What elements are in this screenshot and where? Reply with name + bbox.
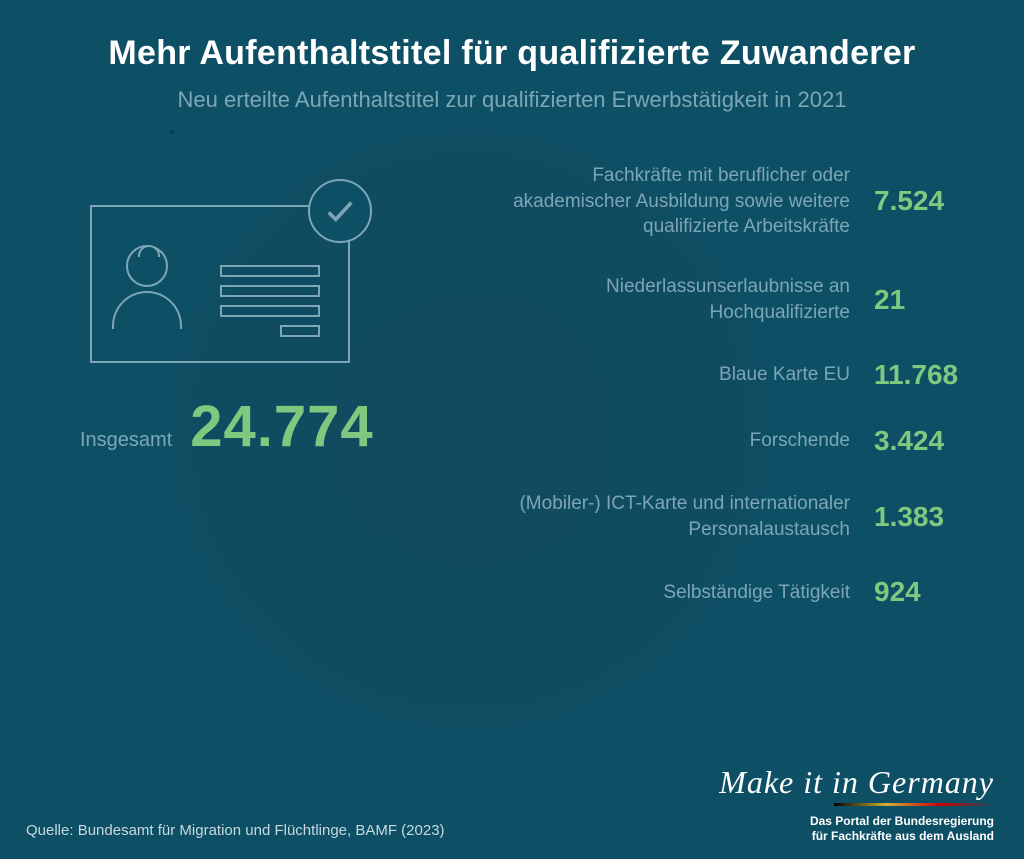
left-panel: Insgesamt 24.774 [80,163,440,642]
list-item: Niederlassunserlaubnisse an Hochqualifiz… [440,274,984,325]
list-item: (Mobiler-) ICT-Karte und internationaler… [440,491,984,542]
main-title: Mehr Aufenthaltstitel für qualifizierte … [0,0,1024,73]
item-label: Fachkräfte mit beruflicher oder akademis… [490,163,850,240]
item-value: 11.768 [874,359,984,391]
total-label: Insgesamt [80,429,172,452]
brand-subline-2: für Fachkräfte aus dem Ausland [719,829,994,845]
list-item: Blaue Karte EU 11.768 [440,359,984,391]
breakdown-list: Fachkräfte mit beruflicher oder akademis… [440,163,984,642]
item-value: 924 [874,576,984,608]
checkmark-circle-icon [308,179,372,243]
brand-block: Make it in Germany Das Portal der Bundes… [719,764,994,845]
card-lines-icon [220,265,320,337]
list-item: Selbständige Tätigkeit 924 [440,576,984,608]
item-label: (Mobiler-) ICT-Karte und internationaler… [490,491,850,542]
item-value: 21 [874,284,984,316]
item-value: 7.524 [874,185,984,217]
item-label: Selbständige Tätigkeit [663,580,850,606]
brand-subline-1: Das Portal der Bundesregierung [719,814,994,830]
total-row: Insgesamt 24.774 [80,393,440,460]
id-card-icon [90,183,360,363]
brand-underline-icon [834,803,994,806]
main-row: Insgesamt 24.774 Fachkräfte mit beruflic… [0,163,1024,642]
source-text: Quelle: Bundesamt für Migration und Flüc… [26,822,445,839]
total-value: 24.774 [190,393,373,460]
item-value: 1.383 [874,501,984,533]
item-label: Niederlassunserlaubnisse an Hochqualifiz… [490,274,850,325]
footer: Quelle: Bundesamt für Migration und Flüc… [0,769,1024,859]
list-item: Fachkräfte mit beruflicher oder akademis… [440,163,984,240]
list-item: Forschende 3.424 [440,425,984,457]
infographic-content: Mehr Aufenthaltstitel für qualifizierte … [0,0,1024,859]
item-value: 3.424 [874,425,984,457]
subtitle: Neu erteilte Aufenthaltstitel zur qualif… [0,87,1024,113]
person-icon [112,245,182,329]
item-label: Forschende [750,428,850,454]
item-label: Blaue Karte EU [719,362,850,388]
brand-logo-text: Make it in Germany [719,764,994,801]
